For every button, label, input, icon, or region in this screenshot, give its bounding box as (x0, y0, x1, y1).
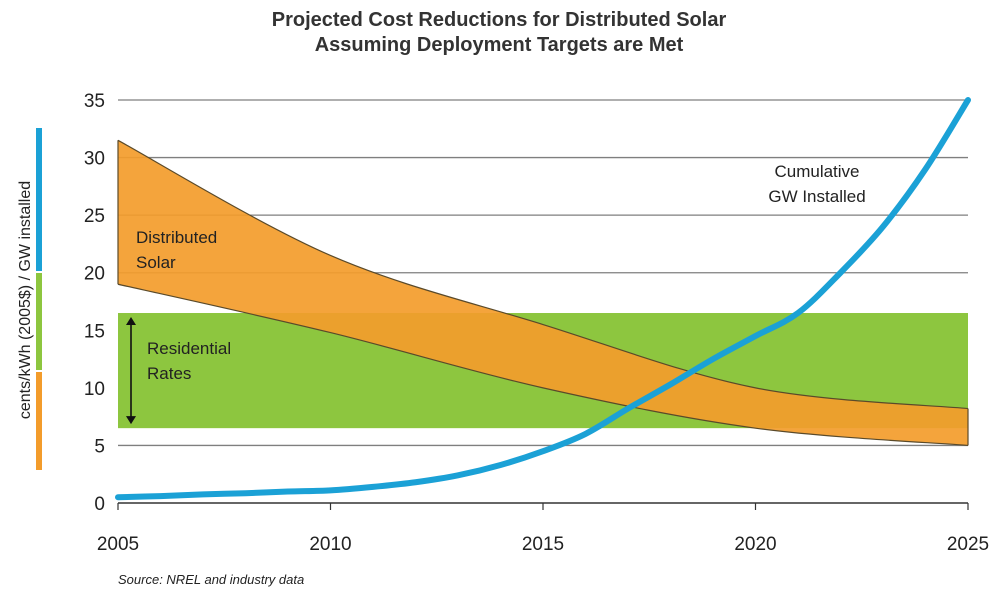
distributed-solar-label-line-2: Solar (136, 253, 176, 272)
x-tick-label-2020: 2020 (734, 534, 776, 555)
cumulative-gw-label-line-2: GW Installed (768, 187, 865, 206)
annotations: Distributed Solar Residential Rates Cumulati… (126, 162, 866, 425)
chart-title: Projected Cost Reductions for Distribute… (0, 8, 998, 58)
y-axis-bar-green (36, 273, 42, 370)
residential-rates-arrow-head-top (126, 317, 136, 326)
distributed-solar-upper-edge (117, 139, 969, 410)
chart-title-line-1: Projected Cost Reductions for Distribute… (271, 9, 727, 31)
cumulative-gw-label-line-1: Cumulative (774, 162, 859, 181)
y-axis-label: cents/kWh (2005$) / GW installed (17, 181, 34, 419)
y-tick-label-20: 20 (84, 264, 105, 285)
cumulative-gw-line (115, 97, 971, 501)
x-tick-label-2015: 2015 (522, 534, 564, 555)
distributed-solar-label-line-1: Distributed (136, 228, 217, 247)
x-tick-label-2025: 2025 (947, 534, 989, 555)
chart-title-line-2: Assuming Deployment Targets are Met (314, 34, 684, 56)
y-tick-label-15: 15 (84, 321, 105, 342)
distributed-solar-lower-edge (117, 283, 969, 447)
x-tick-label-2005: 2005 (97, 534, 139, 555)
residential-rates-label-line-1: Residential (147, 339, 231, 358)
x-tick-label-2010: 2010 (309, 534, 351, 555)
y-tick-label-5: 5 (94, 436, 105, 457)
series-group (115, 97, 971, 501)
y-tick-label-0: 0 (94, 494, 105, 515)
y-axis-bar-orange (36, 372, 42, 470)
y-tick-label-30: 30 (84, 149, 105, 170)
distributed-solar-area (118, 140, 968, 446)
y-axis-label-group: cents/kWh (2005$) / GW installed (17, 128, 42, 470)
residential-rates-arrow-head-bottom (126, 416, 136, 425)
y-axis-bar-blue (36, 128, 42, 271)
source-note: Source: NREL and industry data (118, 572, 305, 587)
y-tick-label-25: 25 (84, 206, 105, 227)
y-tick-label-10: 10 (84, 379, 105, 400)
y-tick-label-35: 35 (84, 91, 105, 112)
residential-rates-label-line-2: Rates (147, 364, 191, 383)
